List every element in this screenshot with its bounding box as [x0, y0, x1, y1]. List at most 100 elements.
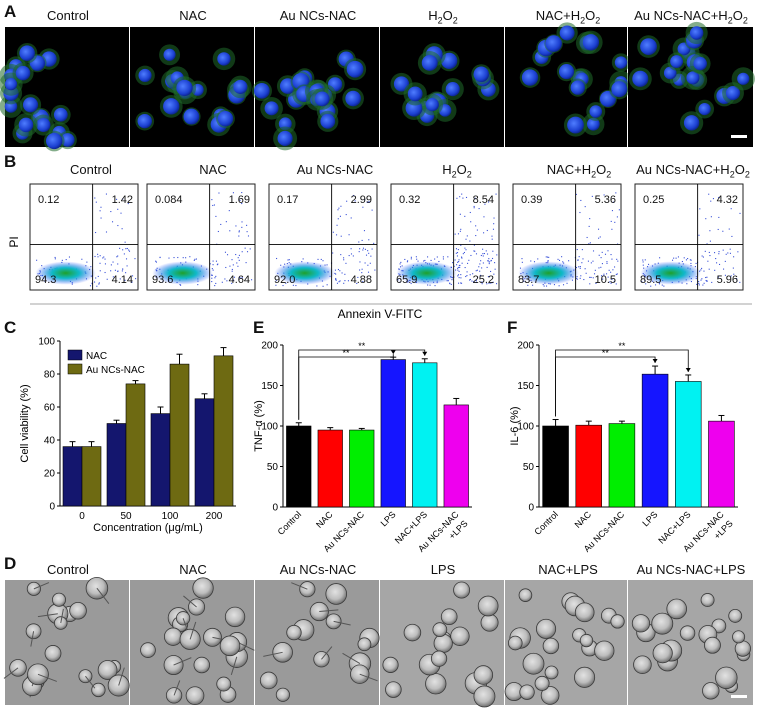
- event-dot: [282, 284, 284, 287]
- nucleus: [670, 55, 684, 68]
- event-dot: [606, 273, 608, 275]
- cell: [357, 637, 372, 652]
- event-dot: [217, 263, 219, 265]
- bar: [380, 359, 406, 508]
- event-dot: [583, 278, 585, 281]
- event-dot: [611, 258, 613, 260]
- panel-d-label-lps: LPS: [430, 562, 456, 577]
- quadrant-lr-value: 5.96: [717, 274, 738, 286]
- legend-label: Au NCs-NAC: [86, 365, 145, 376]
- event-dot: [475, 225, 477, 227]
- event-dot: [729, 248, 731, 250]
- event-dot: [465, 196, 468, 199]
- population-density: [640, 261, 701, 285]
- event-dot: [464, 266, 466, 269]
- event-dot: [228, 210, 230, 212]
- event-dot: [473, 207, 475, 209]
- event-dot: [488, 263, 490, 265]
- nucleus: [314, 91, 330, 107]
- panel-a-fluorescence: [0, 21, 755, 152]
- event-dot: [212, 204, 214, 207]
- event-dot: [545, 256, 547, 258]
- quadrant-ll-value: 83.7: [518, 274, 539, 286]
- event-dot: [126, 247, 128, 250]
- event-dot: [162, 281, 164, 283]
- event-dot: [690, 262, 692, 265]
- nucleus: [683, 115, 700, 131]
- event-dot: [460, 256, 463, 258]
- event-dot: [644, 279, 646, 281]
- bar-nac: [150, 413, 171, 507]
- cell: [540, 686, 560, 705]
- event-dot: [456, 252, 459, 254]
- event-dot: [601, 251, 603, 253]
- event-dot: [488, 282, 490, 284]
- event-dot: [575, 193, 577, 195]
- panel-a-label-nac: NAC: [179, 8, 207, 23]
- event-dot: [696, 283, 698, 285]
- event-dot: [241, 277, 243, 279]
- event-dot: [338, 207, 340, 209]
- event-dot: [41, 265, 43, 267]
- event-dot: [494, 268, 496, 270]
- event-dot: [701, 255, 703, 257]
- event-dot: [131, 281, 133, 283]
- cell: [107, 674, 130, 697]
- event-dot: [326, 284, 328, 286]
- significance-label: **: [618, 341, 626, 351]
- panel-c-y-title: Cell viability (%): [19, 384, 31, 462]
- event-dot: [593, 273, 596, 275]
- event-dot: [701, 278, 703, 280]
- cell: [732, 630, 746, 644]
- event-dot: [81, 258, 83, 260]
- event-dot: [731, 235, 733, 237]
- event-dot: [434, 285, 436, 287]
- event-dot: [595, 282, 597, 284]
- event-dot: [611, 278, 613, 280]
- event-dot: [476, 269, 478, 271]
- event-dot: [717, 228, 719, 231]
- event-dot: [588, 225, 590, 227]
- event-dot: [576, 278, 578, 280]
- cell: [275, 687, 290, 702]
- event-dot: [105, 193, 107, 195]
- population-density: [152, 261, 213, 285]
- nucleus: [545, 35, 562, 52]
- event-dot: [65, 259, 67, 261]
- event-dot: [545, 285, 548, 287]
- event-dot: [739, 212, 741, 214]
- event-dot: [487, 275, 489, 278]
- event-dot: [316, 285, 318, 287]
- nucleus: [614, 56, 628, 69]
- event-dot: [135, 278, 137, 280]
- event-dot: [728, 228, 730, 230]
- event-dot: [369, 262, 371, 264]
- panel-b-y-title: PI: [7, 236, 21, 247]
- brightfield-image: [380, 580, 504, 708]
- cell: [473, 685, 496, 708]
- event-dot: [609, 281, 611, 283]
- event-dot: [238, 276, 241, 279]
- event-dot: [698, 284, 700, 286]
- panel-a-label-nac-h2o2: NAC+H2O2: [535, 8, 601, 26]
- cell-process: [342, 652, 361, 664]
- y-tick-label: 0: [49, 502, 55, 513]
- event-dot: [495, 283, 498, 285]
- nucleus: [521, 69, 539, 86]
- panel-letter-b: B: [4, 152, 17, 171]
- event-dot: [193, 259, 195, 261]
- event-dot: [458, 277, 460, 279]
- event-dot: [452, 262, 454, 264]
- event-dot: [480, 260, 482, 262]
- event-dot: [702, 256, 704, 258]
- event-dot: [481, 283, 483, 285]
- fluorescence-image: [505, 22, 633, 147]
- event-dot: [86, 261, 88, 263]
- cell: [259, 671, 278, 690]
- event-dot: [341, 272, 343, 274]
- cell-process: [230, 656, 238, 676]
- cell: [679, 625, 696, 641]
- x-tick-label: Control: [276, 509, 304, 537]
- bar-nac: [106, 423, 127, 507]
- cell: [382, 656, 399, 673]
